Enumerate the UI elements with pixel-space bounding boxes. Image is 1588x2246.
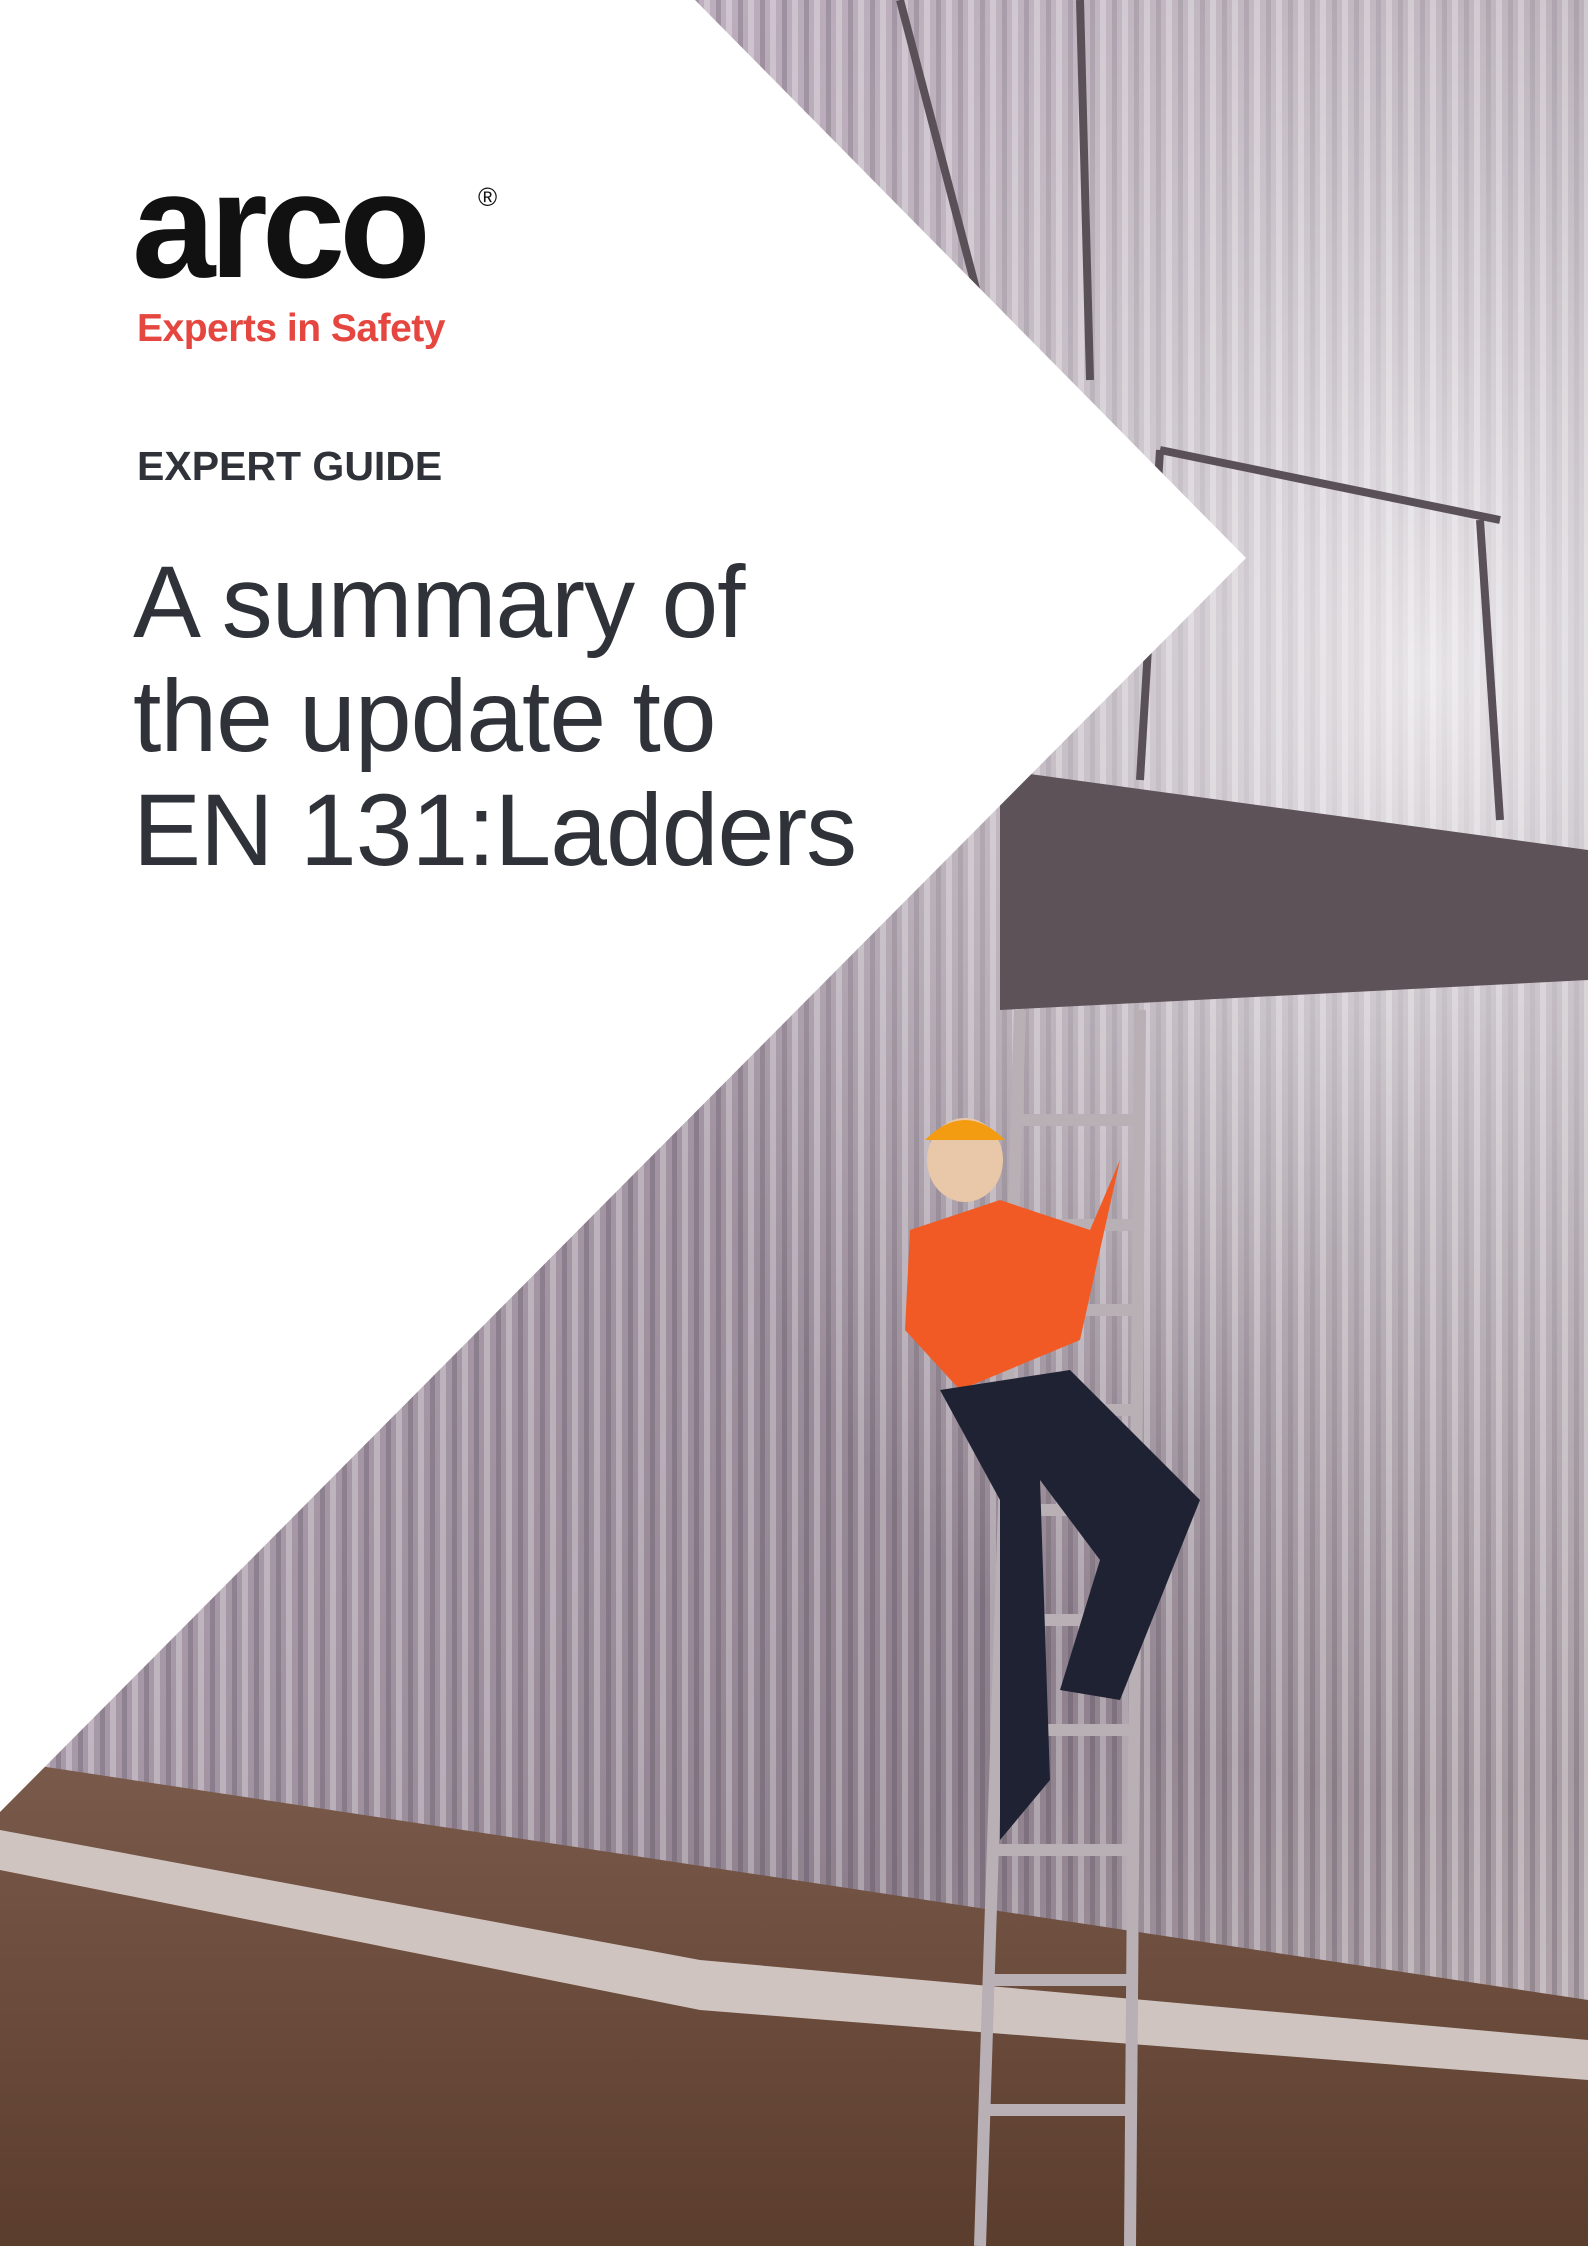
tagline: Experts in Safety [137,307,445,351]
logo: arco [132,150,425,300]
document-title: A summary of the update to EN 131:Ladder… [133,545,856,887]
title-line: EN 131:Ladders [133,773,856,887]
registered-mark: ® [478,182,497,213]
cover-page: arco ® Experts in Safety EXPERT GUIDE A … [0,0,1588,2246]
document-label: EXPERT GUIDE [137,443,442,490]
title-line: the update to [133,659,856,773]
title-line: A summary of [133,545,856,659]
